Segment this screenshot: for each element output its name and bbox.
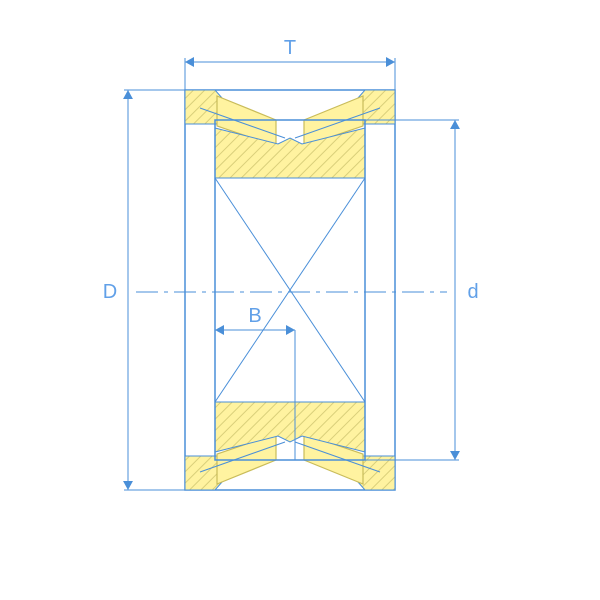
- bottom-inner-race: [215, 402, 365, 452]
- dimension-T: [185, 57, 395, 90]
- top-bearing-half: [185, 90, 395, 178]
- dimension-d: [365, 120, 460, 460]
- bottom-bearing-half: [185, 402, 395, 490]
- label-B: B: [248, 305, 261, 327]
- bearing-cross-section-svg: T D d B: [0, 0, 600, 600]
- label-D: D: [103, 281, 117, 303]
- dimension-D: [123, 90, 185, 490]
- top-inner-race: [215, 128, 365, 178]
- label-T: T: [284, 37, 296, 59]
- label-d: d: [467, 281, 478, 303]
- bearing-diagram: { "labels": { "T": "T", "D": "D", "d": "…: [0, 0, 600, 600]
